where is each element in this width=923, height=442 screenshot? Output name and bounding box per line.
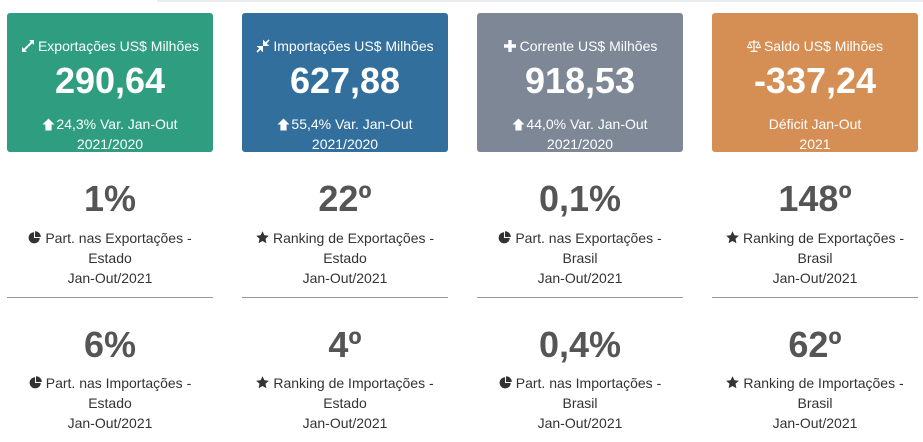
arrow-up-icon [42,118,55,131]
stat-participacao-exportacoes-brasil: 0,1% Part. nas Exportações - Brasil Jan-… [477,163,683,293]
card-value: 627,88 [289,60,401,101]
divider [477,297,683,298]
stat-ranking-importacoes-brasil: 62º Ranking de Importações - Brasil Jan-… [712,309,918,439]
stat-ranking-exportacoes-brasil: 148º Ranking de Exportações - Brasil Jan… [712,163,918,293]
arrow-up-icon [512,118,525,131]
stat-label: Part. nas Importações - Brasil Jan-Out/2… [477,373,683,433]
stat-ranking-importacoes-estado: 4º Ranking de Importações - Estado Jan-O… [242,309,448,439]
card-title: Corrente US$ Milhões [477,38,683,54]
column-saldo: Saldo US$ Milhões -337,24 Déficit Jan-Ou… [712,0,918,442]
card-value: 290,64 [54,60,166,101]
star-icon [256,376,270,389]
stat-label: Ranking de Exportações - Brasil Jan-Out/… [712,228,918,288]
stat-participacao-importacoes-brasil: 0,4% Part. nas Importações - Brasil Jan-… [477,309,683,439]
top-border-line [157,0,923,2]
card-note-line1: 44,0% Var. Jan-Out [526,116,648,132]
card-value: -337,24 [753,60,877,101]
stat-label: Part. nas Exportações - Estado Jan-Out/2… [7,228,213,288]
stat-label: Part. nas Importações - Estado Jan-Out/2… [7,373,213,433]
stat-ranking-exportacoes-estado: 22º Ranking de Exportações - Estado Jan-… [242,163,448,293]
card-title-text: Importações US$ Milhões [273,38,434,54]
star-icon [726,376,740,389]
card-note: 24,3% Var. Jan-Out 2021/2020 [7,114,213,154]
card-note-line1: Déficit Jan-Out [768,116,862,132]
stat-label: Ranking de Exportações - Estado Jan-Out/… [242,228,448,288]
pie-chart-icon [498,231,512,244]
card-title-text: Corrente US$ Milhões [519,38,658,54]
divider [242,297,448,298]
card-note: Déficit Jan-Out 2021 [712,114,918,154]
expand-arrows-icon [21,40,34,52]
card-note-line2: 2021 [799,136,831,152]
card-note-line1: 55,4% Var. Jan-Out [291,116,413,132]
pie-chart-icon [29,376,42,389]
card-note-line2: 2021/2020 [76,136,144,152]
card-note-line2: 2021/2020 [311,136,379,152]
stat-participacao-importacoes-estado: 6% Part. nas Importações - Estado Jan-Ou… [7,309,213,439]
stat-value: 148º [778,178,852,219]
card-title-text: Exportações US$ Milhões [37,38,200,54]
stat-value: 0,4% [538,324,622,365]
divider [712,297,918,298]
stat-label: Part. nas Exportações - Brasil Jan-Out/2… [477,228,683,288]
stat-label: Ranking de Importações - Brasil Jan-Out/… [712,373,918,433]
card-exportacoes: Exportações US$ Milhões 290,64 24,3% Var… [7,13,213,152]
card-value: 918,53 [524,60,636,101]
stat-value: 62º [788,324,842,365]
stat-value: 0,1% [538,178,622,219]
divider [7,297,213,298]
card-note: 55,4% Var. Jan-Out 2021/2020 [242,114,448,154]
column-exportacoes: Exportações US$ Milhões 290,64 24,3% Var… [7,0,213,442]
card-note: 44,0% Var. Jan-Out 2021/2020 [477,114,683,154]
stat-value: 6% [83,324,137,365]
arrow-up-icon [277,118,290,131]
pie-chart-icon [28,231,42,244]
plus-icon [503,40,516,52]
stat-label: Ranking de Importações - Estado Jan-Out/… [242,373,448,433]
card-title: Saldo US$ Milhões [712,38,918,54]
card-saldo: Saldo US$ Milhões -337,24 Déficit Jan-Ou… [712,13,918,152]
compress-arrows-icon [256,39,270,53]
card-title: Importações US$ Milhões [242,38,448,54]
star-icon [726,231,739,244]
star-icon [256,231,269,244]
pie-chart-icon [499,376,512,389]
balance-scale-icon [746,40,761,52]
column-corrente: Corrente US$ Milhões 918,53 44,0% Var. J… [477,0,683,442]
stat-value: 1% [83,178,137,219]
card-note-line1: 24,3% Var. Jan-Out [56,116,178,132]
card-importacoes: Importações US$ Milhões 627,88 55,4% Var… [242,13,448,152]
stat-value: 22º [318,178,372,219]
card-corrente: Corrente US$ Milhões 918,53 44,0% Var. J… [477,13,683,152]
stat-participacao-exportacoes-estado: 1% Part. nas Exportações - Estado Jan-Ou… [7,163,213,293]
column-importacoes: Importações US$ Milhões 627,88 55,4% Var… [242,0,448,442]
card-title: Exportações US$ Milhões [7,38,213,54]
card-note-line2: 2021/2020 [546,136,614,152]
card-title-text: Saldo US$ Milhões [763,38,884,54]
stat-value: 4º [328,324,362,365]
